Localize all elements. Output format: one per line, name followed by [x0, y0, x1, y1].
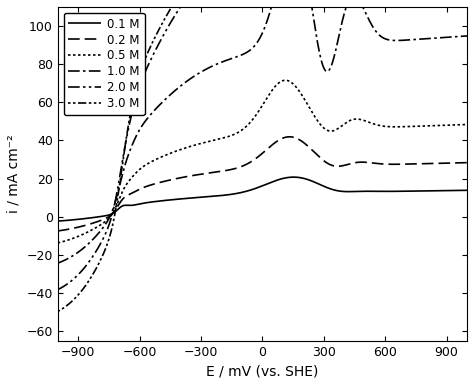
0.2 M [254, 156, 260, 160]
0.5 M [453, 122, 458, 127]
1.0 M [453, 34, 458, 39]
1.0 M [254, 41, 260, 45]
X-axis label: E / mV (vs. SHE): E / mV (vs. SHE) [206, 364, 319, 378]
Line: 3.0 M: 3.0 M [58, 0, 467, 311]
0.5 M [254, 112, 260, 116]
0.2 M [464, 160, 470, 165]
Legend: 0.1 M, 0.2 M, 0.5 M, 1.0 M, 2.0 M, 3.0 M: 0.1 M, 0.2 M, 0.5 M, 1.0 M, 2.0 M, 3.0 M [64, 13, 145, 115]
0.5 M [76, 234, 82, 238]
3.0 M [76, 292, 82, 297]
3.0 M [55, 309, 61, 314]
1.0 M [243, 50, 249, 55]
Line: 1.0 M: 1.0 M [58, 0, 467, 263]
0.1 M [76, 217, 82, 222]
0.1 M [377, 189, 383, 194]
0.1 M [464, 188, 470, 192]
0.1 M [254, 186, 260, 190]
0.2 M [76, 225, 82, 229]
Line: 0.2 M: 0.2 M [58, 137, 467, 231]
1.0 M [377, 33, 383, 38]
0.1 M [243, 189, 249, 194]
Line: 2.0 M: 2.0 M [58, 0, 467, 290]
Line: 0.1 M: 0.1 M [58, 177, 467, 221]
0.2 M [55, 229, 61, 233]
Y-axis label: i / mA cm⁻²: i / mA cm⁻² [7, 134, 21, 213]
0.2 M [453, 161, 458, 165]
0.5 M [243, 124, 249, 129]
0.5 M [283, 78, 288, 82]
2.0 M [76, 272, 82, 276]
0.5 M [55, 241, 61, 245]
0.2 M [452, 161, 458, 165]
0.2 M [287, 134, 292, 139]
2.0 M [55, 287, 61, 292]
0.1 M [453, 188, 458, 193]
0.5 M [464, 122, 470, 127]
0.2 M [243, 162, 249, 167]
Line: 0.5 M: 0.5 M [58, 80, 467, 243]
0.1 M [452, 188, 458, 193]
0.1 M [55, 219, 61, 223]
0.2 M [377, 161, 383, 166]
1.0 M [464, 33, 470, 38]
1.0 M [55, 261, 61, 266]
0.5 M [452, 122, 458, 127]
0.5 M [377, 123, 383, 128]
1.0 M [452, 34, 458, 39]
0.1 M [291, 175, 296, 179]
1.0 M [76, 249, 82, 254]
